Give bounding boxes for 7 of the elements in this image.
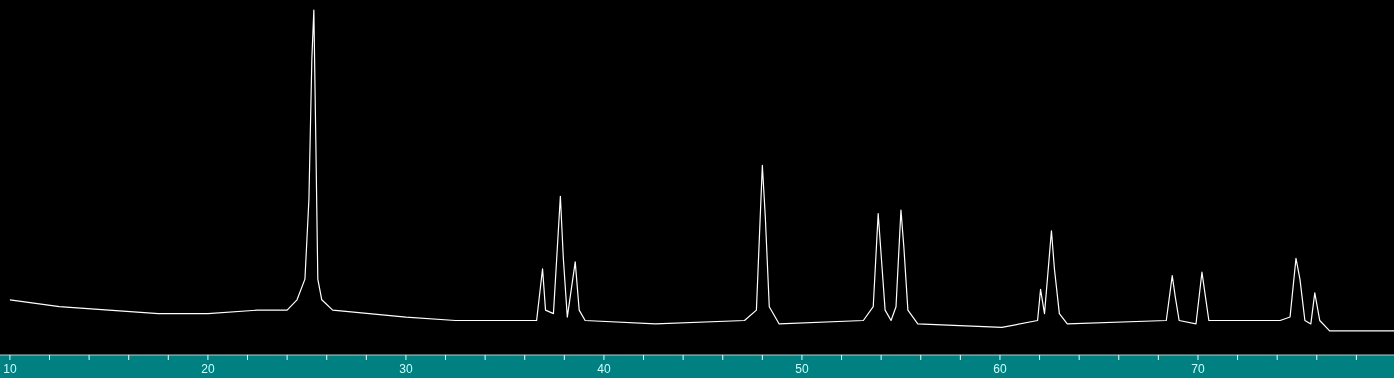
x-tick-label: 30 [399,362,413,376]
x-tick-label: 10 [3,362,17,376]
x-tick-label: 40 [597,362,611,376]
x-tick-label: 60 [993,362,1007,376]
x-tick-label: 50 [795,362,809,376]
x-tick-label: 70 [1191,362,1205,376]
x-tick-label: 20 [201,362,215,376]
